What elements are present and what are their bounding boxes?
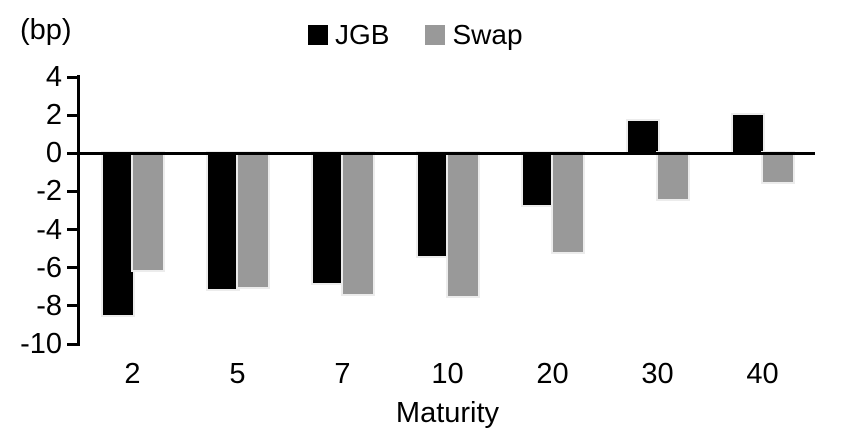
bar-jgb-7	[310, 151, 345, 285]
bar-swap-7	[340, 151, 375, 297]
bar-swap-2	[130, 151, 165, 272]
bar-jgb-5	[205, 151, 240, 291]
bar-swap-10	[445, 151, 480, 299]
chart-legend: JGB Swap	[308, 21, 523, 49]
legend-marker-swap-icon	[425, 25, 446, 45]
y-axis-tick	[67, 266, 80, 270]
x-axis-tick-label: 40	[746, 358, 779, 390]
legend-item-jgb: JGB	[308, 21, 389, 49]
bar-jgb-20	[520, 151, 555, 207]
y-axis-unit-label: (bp)	[20, 14, 72, 46]
x-axis-tick-label: 7	[334, 358, 351, 390]
y-axis-tick-label: 0	[45, 137, 62, 170]
y-axis-tick	[67, 75, 80, 79]
legend-label-swap: Swap	[452, 19, 523, 50]
y-axis-tick	[67, 151, 80, 155]
y-axis-tick-label: -6	[36, 251, 62, 284]
plot-area	[80, 77, 815, 344]
bar-jgb-2	[100, 151, 135, 318]
y-axis-tick-label: -10	[20, 328, 62, 360]
x-axis-title: Maturity	[395, 397, 500, 429]
bar-swap-20	[550, 151, 585, 255]
bar-swap-30	[655, 151, 690, 202]
legend-label-jgb: JGB	[335, 19, 390, 50]
y-axis-tick-label: -4	[36, 213, 62, 246]
y-axis-tick-label: -2	[36, 175, 62, 208]
bar-jgb-10	[415, 151, 450, 259]
y-axis-tick-label: -8	[36, 289, 62, 322]
bar-swap-5	[235, 151, 270, 289]
y-axis-tick-label: 4	[45, 61, 62, 93]
y-axis-tick	[67, 228, 80, 232]
y-axis-tick-label: 2	[45, 99, 62, 132]
legend-marker-jgb-icon	[308, 25, 328, 45]
bar-jgb-30	[625, 118, 660, 156]
y-axis-tick	[67, 113, 80, 117]
x-axis-tick-label: 2	[124, 358, 141, 390]
y-axis-tick	[67, 342, 80, 346]
bar-jgb-40	[730, 113, 765, 156]
x-axis-tick-label: 20	[536, 358, 569, 390]
legend-item-swap: Swap	[425, 19, 523, 50]
y-axis-tick	[67, 189, 80, 193]
bar-swap-40	[760, 151, 795, 184]
y-axis-line	[77, 75, 80, 346]
x-axis-tick-label: 30	[641, 358, 674, 390]
x-axis-tick-label: 5	[229, 358, 246, 390]
y-axis-tick	[67, 304, 80, 308]
zero-baseline	[80, 151, 815, 155]
x-axis-tick-label: 10	[431, 358, 464, 390]
